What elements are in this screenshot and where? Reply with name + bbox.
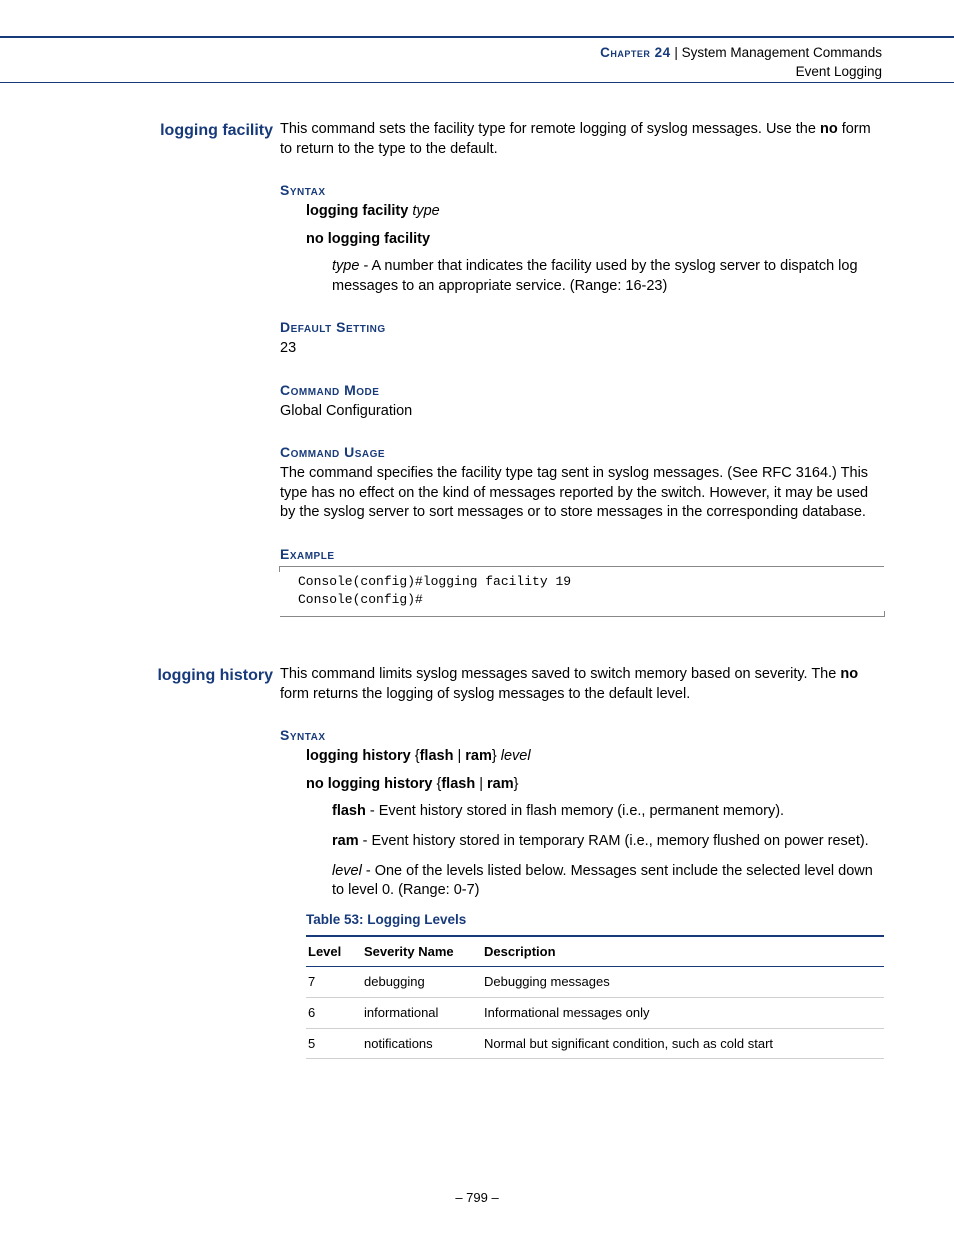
syntax-heading: Syntax bbox=[280, 181, 884, 200]
command-intro: This command limits syslog messages save… bbox=[280, 665, 884, 704]
chapter-number: Chapter 24 bbox=[600, 45, 671, 60]
syntax-param: type bbox=[408, 203, 439, 219]
intro-text-post: form returns the logging of syslog messa… bbox=[280, 686, 690, 702]
syntax-line-2: no logging facility bbox=[306, 230, 884, 250]
table-header-row: Level Severity Name Description bbox=[306, 936, 884, 967]
table-title: Table 53: Logging Levels bbox=[306, 911, 884, 929]
syntax-heading: Syntax bbox=[280, 726, 884, 745]
command-title: logging facility bbox=[130, 120, 273, 142]
command-mode-heading: Command Mode bbox=[280, 381, 884, 400]
command-entry-logging-history: logging history This command limits sysl… bbox=[130, 665, 884, 1059]
page-body: logging facility This command sets the f… bbox=[130, 120, 884, 1165]
syntax-sep: | bbox=[453, 748, 465, 764]
syntax-no-cmd: no logging history bbox=[306, 776, 432, 792]
intro-text-pre: This command sets the facility type for … bbox=[280, 121, 820, 137]
param-flash-text: - Event history stored in flash memory (… bbox=[366, 803, 784, 819]
cell-description: Normal but significant condition, such a… bbox=[482, 1028, 884, 1059]
param-name: type bbox=[332, 258, 359, 274]
cell-level: 6 bbox=[306, 998, 362, 1029]
syntax-brace-close: } bbox=[492, 748, 501, 764]
cell-severity: informational bbox=[362, 998, 482, 1029]
command-mode-value: Global Configuration bbox=[280, 402, 884, 422]
page-top-rule bbox=[0, 36, 954, 38]
command-usage-heading: Command Usage bbox=[280, 443, 884, 462]
syntax-opt-flash: flash bbox=[420, 748, 454, 764]
example-heading: Example bbox=[280, 545, 884, 564]
header-section: Event Logging bbox=[600, 63, 882, 81]
syntax-cmd: logging history bbox=[306, 748, 411, 764]
syntax-opt-ram: ram bbox=[487, 776, 514, 792]
syntax-cmd: logging facility bbox=[306, 203, 408, 219]
syntax-sep: | bbox=[475, 776, 487, 792]
syntax-param-level: level bbox=[501, 748, 531, 764]
example-console: Console(config)#logging facility 19 Cons… bbox=[280, 566, 884, 618]
header-underline bbox=[0, 82, 954, 83]
intro-no-keyword: no bbox=[820, 121, 838, 137]
syntax-brace: { bbox=[432, 776, 441, 792]
param-level: level bbox=[332, 863, 362, 879]
syntax-param-desc: type - A number that indicates the facil… bbox=[332, 257, 884, 296]
default-setting-value: 23 bbox=[280, 339, 884, 359]
col-level: Level bbox=[306, 936, 362, 967]
intro-no-keyword: no bbox=[840, 666, 858, 682]
syntax-brace-close: } bbox=[514, 776, 519, 792]
cell-description: Debugging messages bbox=[482, 967, 884, 998]
syntax-line-1: logging facility type bbox=[306, 202, 884, 222]
cell-level: 7 bbox=[306, 967, 362, 998]
logging-levels-table-wrap: Table 53: Logging Levels Level Severity … bbox=[306, 911, 884, 1059]
param-flash-desc: flash - Event history stored in flash me… bbox=[332, 802, 884, 822]
syntax-opt-ram: ram bbox=[465, 748, 492, 764]
command-intro: This command sets the facility type for … bbox=[280, 120, 884, 159]
syntax-brace: { bbox=[411, 748, 420, 764]
command-usage-text: The command specifies the facility type … bbox=[280, 464, 884, 523]
chapter-title: System Management Commands bbox=[682, 45, 882, 60]
intro-text-pre: This command limits syslog messages save… bbox=[280, 666, 840, 682]
param-text: - A number that indicates the facility u… bbox=[332, 258, 858, 294]
param-flash: flash bbox=[332, 803, 366, 819]
page-number: – 799 – bbox=[0, 1189, 954, 1207]
param-ram: ram bbox=[332, 833, 359, 849]
syntax-opt-flash: flash bbox=[441, 776, 475, 792]
syntax-line-1: logging history {flash | ram} level bbox=[306, 747, 884, 767]
param-ram-desc: ram - Event history stored in temporary … bbox=[332, 832, 884, 852]
col-severity: Severity Name bbox=[362, 936, 482, 967]
table-row: 7 debugging Debugging messages bbox=[306, 967, 884, 998]
table-row: 5 notifications Normal but significant c… bbox=[306, 1028, 884, 1059]
param-level-text: - One of the levels listed below. Messag… bbox=[332, 863, 873, 899]
header-separator: | bbox=[671, 45, 682, 60]
cell-description: Informational messages only bbox=[482, 998, 884, 1029]
param-level-desc: level - One of the levels listed below. … bbox=[332, 862, 884, 901]
command-title: logging history bbox=[130, 665, 273, 687]
page-header: Chapter 24 | System Management Commands … bbox=[600, 44, 882, 81]
default-setting-heading: Default Setting bbox=[280, 318, 884, 337]
cell-level: 5 bbox=[306, 1028, 362, 1059]
table-row: 6 informational Informational messages o… bbox=[306, 998, 884, 1029]
cell-severity: notifications bbox=[362, 1028, 482, 1059]
command-entry-logging-facility: logging facility This command sets the f… bbox=[130, 120, 884, 617]
logging-levels-table: Level Severity Name Description 7 debugg… bbox=[306, 935, 884, 1059]
col-description: Description bbox=[482, 936, 884, 967]
param-ram-text: - Event history stored in temporary RAM … bbox=[359, 833, 869, 849]
syntax-line-2: no logging history {flash | ram} bbox=[306, 775, 884, 795]
cell-severity: debugging bbox=[362, 967, 482, 998]
